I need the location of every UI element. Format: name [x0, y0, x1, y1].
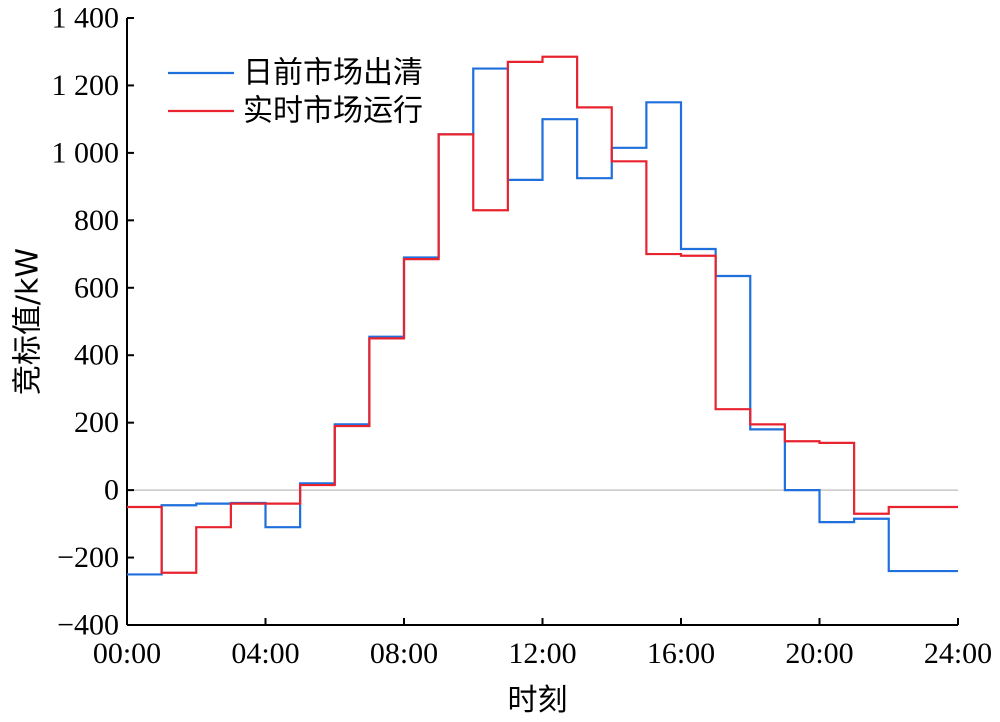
- series-line-2: [127, 55, 958, 574]
- legend-label-2: 实时市场运行: [243, 94, 423, 129]
- x-tick-label: 04:00: [231, 637, 299, 670]
- x-tick-label: 12:00: [508, 637, 576, 670]
- series-lines: [127, 55, 958, 576]
- y-tick-label: −400: [57, 609, 119, 642]
- y-axis-title: 竞标值/kW: [11, 248, 46, 395]
- x-tick-label: 20:00: [785, 637, 853, 670]
- x-axis-title: 时刻: [508, 683, 568, 718]
- y-tick-label: 600: [74, 271, 119, 304]
- y-tick-label: 0: [104, 474, 119, 507]
- axes: −400 −200 0 200 400 600 800 1 000 1 200 1 400 00:0…: [11, 2, 993, 719]
- y-tick-label: 1 400: [52, 2, 120, 35]
- y-tick-label: 400: [74, 339, 119, 372]
- series-line-1: [127, 67, 958, 576]
- y-tick-label: 1 200: [52, 69, 120, 102]
- x-tick-label: 24:00: [924, 637, 992, 670]
- x-tick-label: 00:00: [93, 637, 161, 670]
- y-tick-label: 1 000: [52, 136, 120, 169]
- y-tick-label: 200: [74, 406, 119, 439]
- x-tick-label: 16:00: [647, 637, 715, 670]
- legend-label-1: 日前市场出清: [243, 56, 423, 91]
- x-tick-label: 08:00: [370, 637, 438, 670]
- y-tick-label: 800: [74, 204, 119, 237]
- y-tick-label: −200: [57, 541, 119, 574]
